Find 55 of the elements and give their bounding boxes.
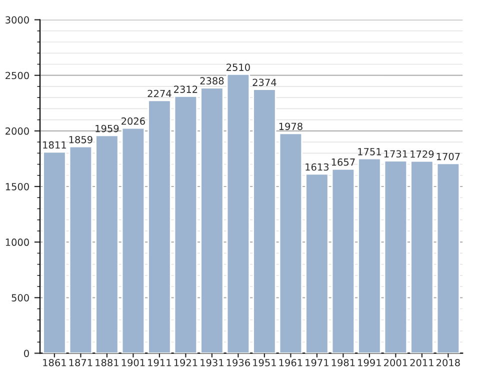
bar bbox=[42, 151, 66, 354]
data-label: 2312 bbox=[174, 86, 198, 93]
y-tick-label: 3000 bbox=[6, 16, 29, 24]
bar bbox=[331, 168, 356, 354]
y-tick-label: 1000 bbox=[6, 238, 29, 246]
x-tick-label: 2001 bbox=[384, 358, 408, 366]
bar bbox=[148, 100, 172, 354]
x-tick-label: 1881 bbox=[96, 358, 118, 366]
bar bbox=[358, 158, 382, 354]
data-label: 1959 bbox=[96, 124, 119, 132]
x-tick-label: 2011 bbox=[410, 358, 434, 366]
data-label: 2026 bbox=[122, 117, 145, 125]
data-label: 1657 bbox=[332, 158, 355, 166]
x-tick-label: 1931 bbox=[200, 358, 224, 366]
y-tick-label: 2500 bbox=[6, 72, 29, 80]
x-tick-label: 1871 bbox=[69, 358, 92, 366]
bar bbox=[305, 173, 329, 354]
data-label: 1811 bbox=[43, 141, 66, 149]
x-tick-label: 1911 bbox=[148, 358, 171, 366]
y-tick-label: 1500 bbox=[6, 182, 29, 190]
bar bbox=[278, 132, 303, 354]
data-label: 2274 bbox=[148, 90, 172, 98]
x-tick-label: 1861 bbox=[43, 358, 66, 366]
x-tick-label: 1991 bbox=[358, 358, 381, 366]
data-label: 1751 bbox=[358, 148, 381, 156]
data-label: 2388 bbox=[200, 77, 224, 85]
data-label: 1707 bbox=[436, 152, 460, 160]
data-label: 2374 bbox=[252, 78, 276, 86]
x-tick-label: 1981 bbox=[332, 358, 355, 366]
data-label: 1978 bbox=[279, 122, 302, 130]
data-label: 2510 bbox=[226, 64, 250, 71]
x-tick-label: 2018 bbox=[436, 358, 460, 366]
y-tick-label: 500 bbox=[12, 294, 29, 302]
x-tick-label: 1921 bbox=[174, 358, 198, 366]
x-tick-label: 1961 bbox=[279, 358, 302, 366]
bar bbox=[95, 134, 119, 354]
data-label: 1729 bbox=[410, 150, 434, 158]
x-tick-label: 1951 bbox=[253, 358, 276, 366]
x-tick-label: 1971 bbox=[306, 358, 328, 366]
x-tick-label: 1901 bbox=[122, 358, 145, 366]
data-label: 1859 bbox=[69, 136, 92, 144]
data-label: 1613 bbox=[306, 163, 329, 171]
bar bbox=[410, 160, 434, 354]
bar bbox=[226, 74, 250, 354]
x-tick-label: 1936 bbox=[226, 358, 250, 366]
bar bbox=[436, 162, 460, 354]
data-label: 1731 bbox=[384, 150, 408, 158]
bar bbox=[200, 87, 224, 354]
bar bbox=[174, 96, 198, 354]
bar bbox=[68, 146, 93, 354]
y-tick-label: 0 bbox=[24, 350, 29, 358]
bar bbox=[121, 127, 146, 354]
bar bbox=[252, 88, 276, 354]
y-tick-label: 2000 bbox=[6, 127, 29, 135]
bar bbox=[384, 160, 408, 354]
